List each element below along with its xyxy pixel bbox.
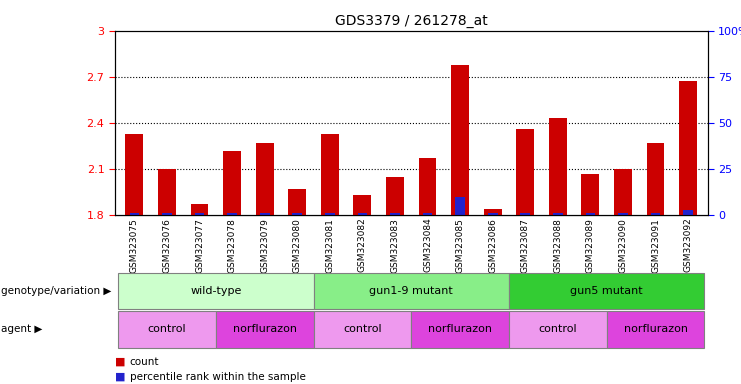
Text: control: control xyxy=(343,324,382,334)
Bar xyxy=(618,213,628,215)
Text: control: control xyxy=(539,324,577,334)
Text: agent ▶: agent ▶ xyxy=(1,324,43,334)
Text: GSM323078: GSM323078 xyxy=(227,218,236,273)
Bar xyxy=(614,169,632,215)
Text: norflurazon: norflurazon xyxy=(623,324,688,334)
Bar xyxy=(451,65,469,215)
Text: GSM323091: GSM323091 xyxy=(651,218,660,273)
Bar xyxy=(488,213,497,215)
Text: GSM323075: GSM323075 xyxy=(130,218,139,273)
Bar xyxy=(651,213,660,215)
Text: norflurazon: norflurazon xyxy=(233,324,296,334)
Bar xyxy=(549,118,567,215)
Bar xyxy=(118,273,313,309)
Text: ■: ■ xyxy=(115,357,125,367)
Text: percentile rank within the sample: percentile rank within the sample xyxy=(130,372,305,382)
Bar xyxy=(585,213,595,215)
Text: GSM323080: GSM323080 xyxy=(293,218,302,273)
Bar xyxy=(293,213,302,215)
Text: GSM323076: GSM323076 xyxy=(162,218,171,273)
Text: GSM323085: GSM323085 xyxy=(456,218,465,273)
Text: GSM323081: GSM323081 xyxy=(325,218,334,273)
Bar xyxy=(195,213,205,215)
Bar xyxy=(582,174,599,215)
Bar xyxy=(411,311,509,348)
Text: GSM323083: GSM323083 xyxy=(391,218,399,273)
Bar xyxy=(484,209,502,215)
Bar xyxy=(455,197,465,215)
Bar xyxy=(288,189,306,215)
Text: GSM323086: GSM323086 xyxy=(488,218,497,273)
Bar xyxy=(325,213,335,215)
Bar xyxy=(125,134,143,215)
Text: norflurazon: norflurazon xyxy=(428,324,492,334)
Text: count: count xyxy=(130,357,159,367)
Text: GSM323090: GSM323090 xyxy=(619,218,628,273)
Bar xyxy=(607,311,705,348)
Bar xyxy=(419,158,436,215)
Text: GSM323084: GSM323084 xyxy=(423,218,432,273)
Bar xyxy=(223,151,241,215)
Bar xyxy=(422,213,433,215)
Text: wild-type: wild-type xyxy=(190,286,242,296)
Text: ■: ■ xyxy=(115,372,125,382)
Bar xyxy=(130,213,139,215)
Text: GSM323092: GSM323092 xyxy=(684,218,693,273)
Bar xyxy=(386,177,404,215)
Text: GSM323082: GSM323082 xyxy=(358,218,367,273)
Bar xyxy=(390,213,400,215)
Text: GSM323089: GSM323089 xyxy=(586,218,595,273)
Bar xyxy=(216,311,313,348)
Bar xyxy=(162,213,172,215)
Text: GSM323077: GSM323077 xyxy=(195,218,204,273)
Bar xyxy=(357,213,368,215)
Title: GDS3379 / 261278_at: GDS3379 / 261278_at xyxy=(335,14,488,28)
Bar xyxy=(509,273,705,309)
Bar xyxy=(321,134,339,215)
Bar xyxy=(683,210,693,215)
Bar xyxy=(679,81,697,215)
Text: control: control xyxy=(147,324,186,334)
Bar xyxy=(190,204,208,215)
Bar xyxy=(313,273,509,309)
Bar xyxy=(227,213,237,215)
Bar xyxy=(516,129,534,215)
Bar xyxy=(256,143,273,215)
Bar xyxy=(509,311,607,348)
Bar xyxy=(260,213,270,215)
Text: GSM323079: GSM323079 xyxy=(260,218,269,273)
Text: GSM323087: GSM323087 xyxy=(521,218,530,273)
Bar xyxy=(647,143,665,215)
Bar xyxy=(520,213,530,215)
Bar xyxy=(553,213,562,215)
Bar xyxy=(158,169,176,215)
Text: gun1-9 mutant: gun1-9 mutant xyxy=(369,286,453,296)
Text: gun5 mutant: gun5 mutant xyxy=(571,286,643,296)
Bar xyxy=(118,311,216,348)
Bar xyxy=(353,195,371,215)
Text: genotype/variation ▶: genotype/variation ▶ xyxy=(1,286,112,296)
Bar xyxy=(313,311,411,348)
Text: GSM323088: GSM323088 xyxy=(554,218,562,273)
